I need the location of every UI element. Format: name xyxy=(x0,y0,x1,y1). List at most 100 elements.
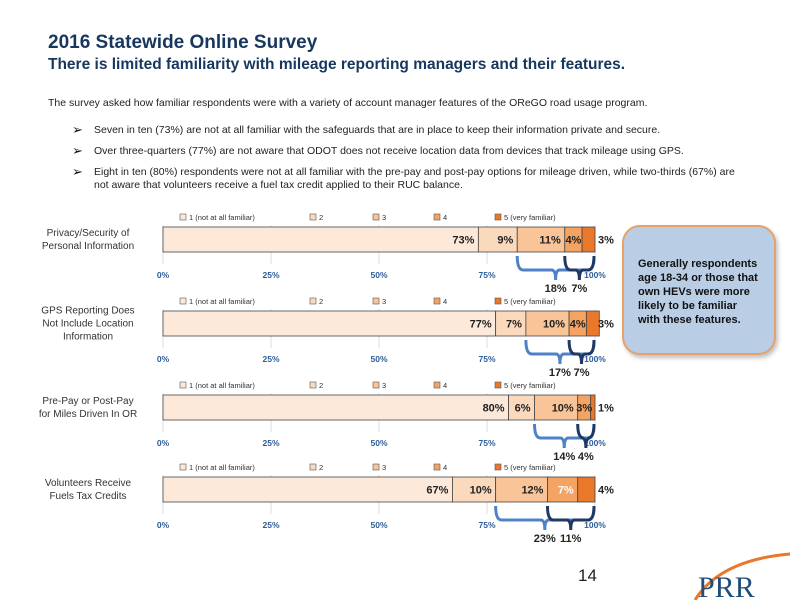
x-tick-label: 75% xyxy=(478,438,495,448)
x-tick-label: 100% xyxy=(584,270,606,280)
bar-segment xyxy=(162,476,453,503)
prr-logo: PRR xyxy=(693,552,790,600)
bullet-text: Eight in ten (80%) respondents were not … xyxy=(94,166,735,191)
legend-label: 4 xyxy=(443,381,447,390)
arrow-bullet-icon: ➢ xyxy=(72,164,83,179)
bar-segment xyxy=(585,310,600,337)
bracket xyxy=(563,255,596,281)
data-label: 7% xyxy=(558,485,574,497)
legend-label: 3 xyxy=(382,213,386,222)
legend-label: 2 xyxy=(319,213,323,222)
callout-box: Generally respondents age 18-34 or those… xyxy=(622,225,776,355)
bracket xyxy=(567,339,596,365)
legend-swatch xyxy=(494,463,502,471)
data-label: 12% xyxy=(521,485,543,497)
legend-swatch xyxy=(433,381,441,389)
bracket xyxy=(494,505,596,531)
bar-segment xyxy=(162,394,510,421)
legend-swatch xyxy=(433,463,441,471)
data-label: 10% xyxy=(470,485,492,497)
bar-segment xyxy=(590,394,596,421)
legend-swatch xyxy=(309,213,317,221)
x-tick-label: 100% xyxy=(584,520,606,530)
data-label: 10% xyxy=(543,319,565,331)
legend-label: 3 xyxy=(382,381,386,390)
bracket-label: 7% xyxy=(571,283,587,295)
x-tick-label: 100% xyxy=(584,354,606,364)
data-label: 73% xyxy=(452,235,474,247)
data-label: 1% xyxy=(598,403,614,415)
bullet-text: Over three-quarters (77%) are not aware … xyxy=(94,145,684,157)
data-label: 10% xyxy=(552,403,574,415)
category-label: Privacy/Security of xyxy=(47,228,130,239)
data-label: 4% xyxy=(570,319,586,331)
x-tick-label: 0% xyxy=(157,354,170,364)
x-tick-label: 50% xyxy=(370,270,387,280)
legend-swatch xyxy=(309,297,317,305)
legend-label: 2 xyxy=(319,463,323,472)
category-label: Fuels Tax Credits xyxy=(49,491,126,502)
data-label: 80% xyxy=(483,403,505,415)
data-label: 3% xyxy=(598,235,614,247)
category-label: Pre-Pay or Post-Pay xyxy=(42,396,133,407)
bracket xyxy=(545,505,596,531)
x-tick-label: 0% xyxy=(157,520,170,530)
arrow-bullet-icon: ➢ xyxy=(72,143,83,158)
bar-segment xyxy=(162,310,497,337)
legend-label: 5 (very familiar) xyxy=(504,297,556,306)
data-label: 77% xyxy=(470,319,492,331)
x-tick-label: 50% xyxy=(370,520,387,530)
legend-swatch xyxy=(494,381,502,389)
legend-label: 3 xyxy=(382,297,386,306)
legend-label: 2 xyxy=(319,297,323,306)
x-tick-label: 100% xyxy=(584,438,606,448)
legend-label: 1 (not at all familiar) xyxy=(189,213,255,222)
legend-swatch xyxy=(372,463,380,471)
data-label: 67% xyxy=(426,485,448,497)
legend-swatch xyxy=(179,297,187,305)
bracket-label: 18% xyxy=(545,283,567,295)
x-tick-label: 50% xyxy=(370,354,387,364)
bullet-item: ➢ Seven in ten (73%) are not at all famil… xyxy=(72,122,742,137)
x-tick-label: 75% xyxy=(478,520,495,530)
data-label: 3% xyxy=(598,319,614,331)
category-label: Volunteers Receive xyxy=(45,478,132,489)
svg-text:PRR: PRR xyxy=(698,571,755,600)
bar-segment xyxy=(525,310,570,337)
category-label: Personal Information xyxy=(42,241,134,252)
legend-swatch xyxy=(433,297,441,305)
bracket-label: 11% xyxy=(560,533,582,545)
bar-segment xyxy=(452,476,497,503)
x-tick-label: 75% xyxy=(478,270,495,280)
legend-label: 1 (not at all familiar) xyxy=(189,463,255,472)
legend-swatch xyxy=(179,213,187,221)
legend-label: 5 (very familiar) xyxy=(504,463,556,472)
x-tick-label: 25% xyxy=(262,520,279,530)
x-tick-label: 50% xyxy=(370,438,387,448)
legend-label: 4 xyxy=(443,297,447,306)
bullet-item: ➢ Eight in ten (80%) respondents were not… xyxy=(72,164,742,192)
x-tick-label: 25% xyxy=(262,438,279,448)
legend-label: 1 (not at all familiar) xyxy=(189,297,255,306)
legend-label: 4 xyxy=(443,463,447,472)
arrow-bullet-icon: ➢ xyxy=(72,122,83,137)
bracket-label: 4% xyxy=(578,451,594,463)
data-label: 4% xyxy=(598,485,614,497)
legend-swatch xyxy=(179,463,187,471)
bracket-label: 17% xyxy=(549,367,571,379)
legend-label: 2 xyxy=(319,381,323,390)
legend-swatch xyxy=(433,213,441,221)
legend-label: 1 (not at all familiar) xyxy=(189,381,255,390)
legend-label: 5 (very familiar) xyxy=(504,381,556,390)
x-tick-label: 0% xyxy=(157,270,170,280)
legend-label: 3 xyxy=(382,463,386,472)
category-label: GPS Reporting Does xyxy=(41,306,134,317)
legend-swatch xyxy=(309,463,317,471)
x-tick-label: 25% xyxy=(262,354,279,364)
bar-segment xyxy=(495,310,527,337)
legend-swatch xyxy=(372,213,380,221)
bar-segment xyxy=(581,226,596,253)
legend-swatch xyxy=(372,297,380,305)
x-tick-label: 0% xyxy=(157,438,170,448)
